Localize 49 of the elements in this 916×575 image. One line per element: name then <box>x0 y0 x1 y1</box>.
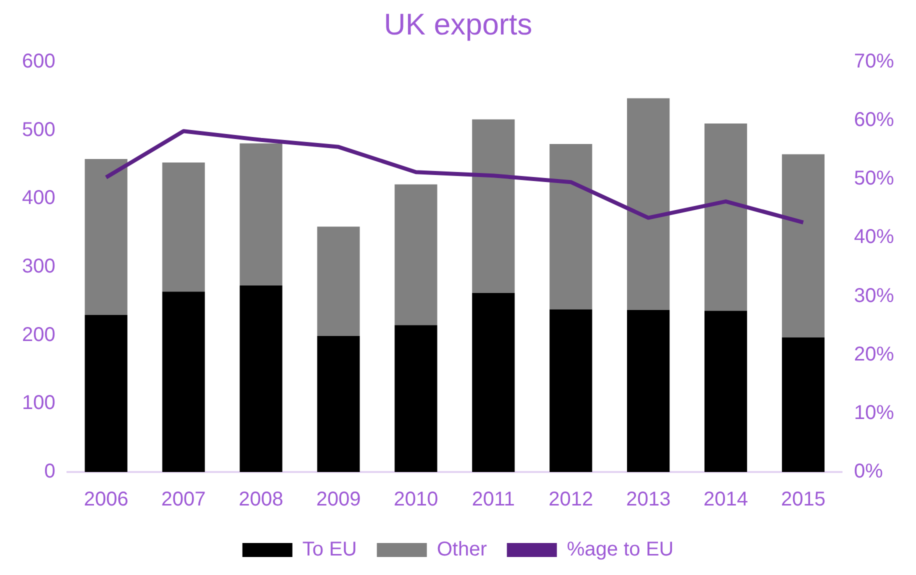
bar <box>550 144 592 310</box>
y-tick-label: 300 <box>22 256 56 278</box>
x-tick-label: 2013 <box>626 488 671 511</box>
y2-tick-label: 10% <box>854 402 894 424</box>
legend-label: Other <box>436 538 488 561</box>
bar <box>550 309 592 472</box>
chart-title: UK exports <box>384 8 532 42</box>
x-tick-label: 2009 <box>316 488 361 511</box>
bar <box>84 159 128 315</box>
y-tick-label: 400 <box>22 187 56 210</box>
y2-tick-label: 60% <box>854 109 894 132</box>
bar <box>84 314 128 472</box>
x-tick-label: 2012 <box>548 488 594 511</box>
y-tick-label: 100 <box>22 392 56 414</box>
bar <box>162 162 205 292</box>
bar <box>782 154 825 338</box>
y2-tick-label: 30% <box>854 284 894 307</box>
x-tick-label: 2008 <box>238 488 284 511</box>
bar <box>627 310 670 472</box>
x-tick-label: 2010 <box>394 488 438 511</box>
x-tick-label: 2015 <box>780 488 826 511</box>
y2-tick-label: 0% <box>854 460 884 483</box>
bar <box>704 310 748 472</box>
x-tick-label: 2006 <box>84 488 128 511</box>
legend-label: %age to EU <box>566 538 674 561</box>
legend-label: To EU <box>302 538 357 561</box>
bar <box>162 292 205 472</box>
y2-tick-label: 70% <box>854 50 894 73</box>
bar <box>240 143 282 286</box>
bar <box>317 226 360 336</box>
x-tick-label: 2014 <box>704 488 748 511</box>
bar <box>472 292 515 472</box>
y-tick-label: 500 <box>22 118 56 141</box>
bar <box>627 98 670 310</box>
y2-tick-label: 40% <box>854 226 894 248</box>
bar <box>394 184 438 326</box>
y2-tick-label: 20% <box>854 343 894 366</box>
bar <box>472 119 515 293</box>
bar <box>317 336 360 472</box>
y-tick-label: 200 <box>22 324 56 346</box>
x-tick-label: 2007 <box>161 488 206 511</box>
x-tick-label: 2011 <box>472 488 515 511</box>
bar <box>704 124 748 311</box>
bar <box>394 325 438 472</box>
y2-tick-label: 50% <box>854 168 894 190</box>
bar <box>240 285 282 472</box>
y-tick-label: 0 <box>44 460 56 483</box>
bar <box>782 337 825 472</box>
y-tick-label: 600 <box>22 50 56 73</box>
